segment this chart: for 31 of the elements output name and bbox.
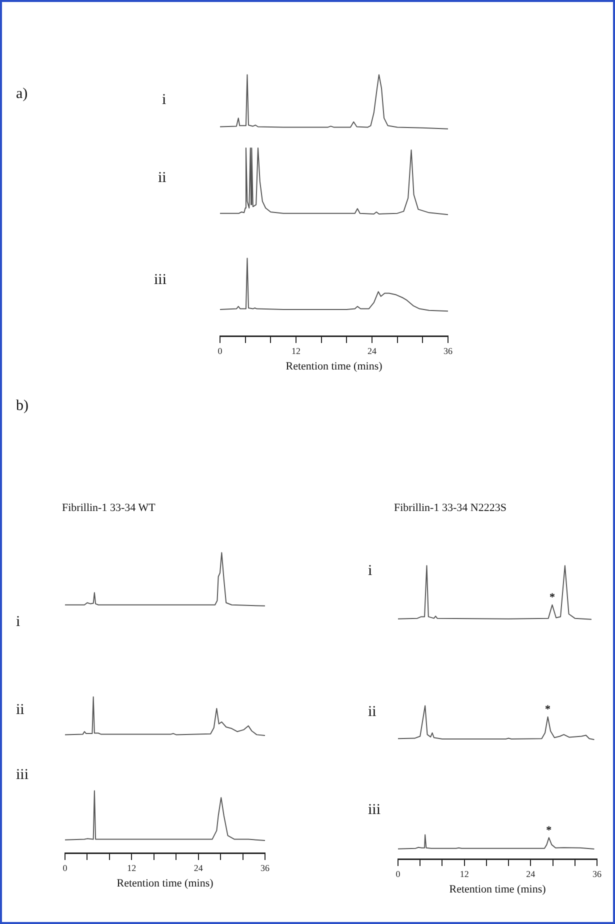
x-tick-label: 36	[260, 862, 270, 873]
x-tick-label: 36	[592, 868, 602, 879]
x-axis-title: Retention time (mins)	[286, 360, 383, 372]
chart-title: iii	[16, 767, 29, 784]
text: b)	[16, 398, 28, 415]
chart-title: ii	[16, 702, 24, 719]
chart-title: i	[368, 563, 372, 580]
x-tick-label: 36	[444, 346, 453, 356]
x-tick-label: 0	[396, 868, 401, 879]
annotation: *	[546, 824, 552, 836]
chart-title: ii	[368, 704, 376, 721]
chart-title: iii	[368, 802, 381, 819]
x-tick-label: 0	[218, 346, 223, 356]
text: i	[16, 614, 20, 631]
text: i	[162, 92, 166, 109]
x-axis-title: Retention time (mins)	[449, 883, 546, 896]
chart-subtitle: Fibrillin-1 33-34 WT	[62, 502, 156, 514]
annotation: *	[545, 704, 552, 716]
x-tick-label: 24	[526, 868, 536, 879]
x-tick-label: 12	[127, 862, 136, 873]
x-tick-label: 12	[292, 346, 300, 356]
x-axis-title: Retention time (mins)	[116, 877, 214, 890]
annotation: *	[549, 592, 556, 604]
x-tick-label: 12	[460, 868, 469, 879]
chart-subtitle: Fibrillin-1 33-34 N2223S	[394, 502, 506, 514]
text: a)	[16, 86, 28, 103]
x-tick-label: 0	[62, 862, 68, 873]
text: iii	[154, 272, 167, 289]
x-tick-label: 24	[368, 346, 377, 356]
x-tick-label: 24	[194, 862, 204, 873]
text: ii	[158, 170, 166, 187]
